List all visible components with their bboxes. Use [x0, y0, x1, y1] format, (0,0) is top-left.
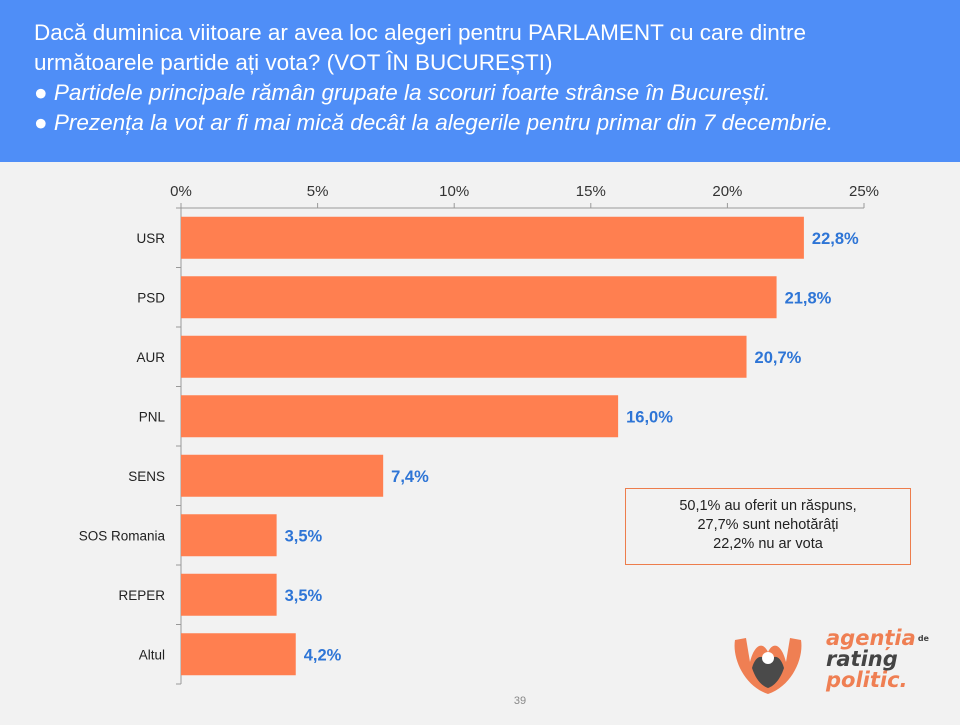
value-label: 3,5%: [285, 527, 323, 545]
value-label: 16,0%: [626, 408, 673, 426]
bullet-1-text: Partidele principale rămân grupate la sc…: [53, 80, 771, 105]
value-label: 20,7%: [755, 349, 802, 367]
bar: [181, 335, 747, 378]
bullet-dot-icon: ●: [34, 80, 48, 105]
bar: [181, 395, 619, 438]
value-label: 3,5%: [285, 587, 323, 605]
note-line-1: 50,1% au oferit un răspuns,: [679, 498, 857, 514]
logo-word-3: politic.: [826, 668, 908, 692]
category-label: USR: [136, 231, 165, 246]
category-label: SOS Romania: [79, 528, 166, 543]
bar: [181, 454, 384, 497]
logo-word-2: rating: [826, 647, 898, 671]
category-label: SENS: [128, 469, 165, 484]
bullet-1: ● Partidele principale rămân grupate la …: [34, 78, 940, 108]
bar: [181, 573, 277, 616]
category-label: PSD: [137, 290, 165, 305]
bullet-dot-icon: ●: [34, 110, 48, 135]
x-tick-label: 5%: [307, 183, 329, 200]
bullet-2-text: Prezența la vot ar fi mai mică decât la …: [53, 110, 833, 135]
bar: [181, 514, 277, 557]
logo-hands-icon: [734, 638, 802, 694]
question-line-1: Dacă duminica viitoare ar avea loc alege…: [34, 20, 807, 45]
value-label: 7,4%: [391, 468, 429, 486]
logo-word-1: agenția: [826, 626, 916, 650]
x-tick-label: 0%: [170, 183, 192, 200]
x-tick-label: 20%: [712, 183, 742, 200]
category-label: REPER: [118, 588, 165, 603]
x-tick-label: 15%: [576, 183, 606, 200]
x-tick-label: 25%: [849, 183, 879, 200]
chart-area: 0% 5% 10% 15% 20% 25% USR 22,8% PSD 21,8% AUR 20,7%…: [0, 162, 960, 720]
value-label: 4,2%: [304, 646, 342, 664]
category-label: PNL: [139, 409, 166, 424]
logo-wordmark: agenția de rating politic.: [826, 628, 929, 691]
x-tick-label: 10%: [439, 183, 469, 200]
response-note-box: 50,1% au oferit un răspuns, 27,7% sunt n…: [625, 488, 911, 565]
bar: [181, 276, 777, 319]
category-label: AUR: [136, 350, 165, 365]
header-banner: Dacă duminica viitoare ar avea loc alege…: [0, 0, 960, 162]
bullet-2: ● Prezența la vot ar fi mai mică decât l…: [34, 108, 940, 138]
note-line-3: 22,2% nu ar vota: [713, 536, 823, 552]
value-label: 21,8%: [785, 289, 832, 307]
note-line-2: 27,7% sunt nehotărâți: [697, 517, 839, 533]
bar-chart: 0% 5% 10% 15% 20% 25% USR 22,8% PSD 21,8% AUR 20,7%…: [79, 183, 879, 685]
logo-mark: [734, 638, 802, 694]
bar: [181, 216, 804, 259]
page-number: 39: [513, 695, 527, 707]
bar: [181, 633, 296, 676]
logo-word-1-suffix: de: [917, 634, 929, 643]
value-label: 22,8%: [812, 230, 859, 248]
question-line-2: următoarele partide ați vota? (VOT ÎN BU…: [34, 50, 553, 75]
category-label: Altul: [139, 647, 165, 662]
